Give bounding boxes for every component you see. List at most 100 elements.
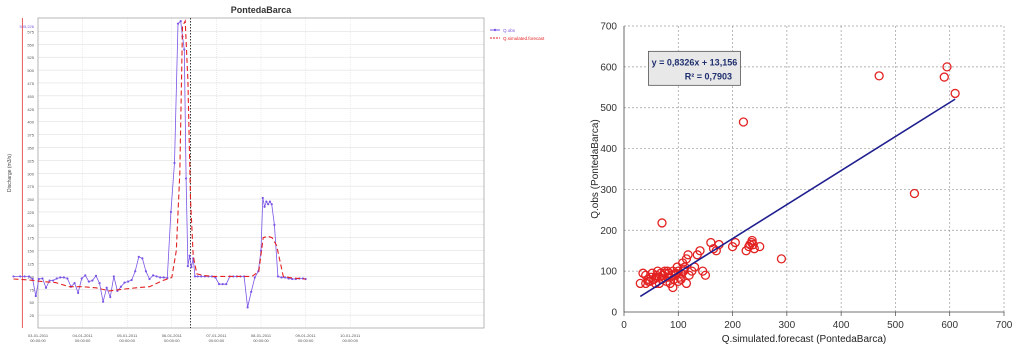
obs-point: [268, 200, 272, 203]
obs-point: [200, 275, 203, 278]
obs-point: [188, 254, 191, 257]
obs-point: [246, 306, 249, 309]
scatter-point: [651, 272, 662, 282]
obs-point: [267, 203, 270, 206]
x-tick-time: 00:00:00: [209, 338, 225, 343]
scatter-panel: 0 100 200 300 400 500 600 700 0 100 200 300 400 500 60…: [578, 0, 1026, 351]
obs-point: [91, 279, 94, 282]
obs-point: [141, 257, 144, 260]
x-tick-date: 09-01-2011: [296, 333, 317, 338]
obs-point: [77, 291, 80, 295]
obs-point: [44, 286, 48, 289]
obs-point: [221, 283, 224, 286]
y-tick-label: 500: [600, 103, 617, 114]
x-tick-label: 700: [996, 320, 1013, 331]
scatter-point: [641, 278, 651, 289]
x-tick-label: 400: [833, 320, 850, 331]
scatter-point: [942, 62, 952, 72]
scatter-point: [681, 278, 692, 289]
obs-point: [123, 281, 126, 284]
y-tick-label: 225: [27, 210, 34, 215]
x-tick-label: 200: [724, 320, 741, 331]
obs-point: [280, 276, 283, 279]
obs-point: [66, 277, 69, 280]
equation-box: [648, 50, 741, 86]
scatter-point: [657, 218, 667, 228]
y-tick-label: 475: [27, 81, 34, 86]
plot-frame: [37, 17, 485, 329]
hydrograph-chart: PontedaBarca 25 50 75 100 125 150 175 200 225 250 2…: [7, 5, 545, 343]
x-tick-time: 00:00:00: [342, 338, 358, 343]
x-tick-label: 0: [621, 320, 627, 331]
x-tick-time: 00:00:00: [253, 338, 269, 343]
x-tick-time: 00:00:00: [298, 338, 314, 343]
y-tick-label: 425: [27, 107, 34, 112]
scatter-point: [665, 272, 675, 282]
y-tick-label: 525: [27, 55, 34, 60]
scatter-point: [683, 250, 693, 260]
obs-point: [52, 279, 55, 282]
scatter-point: [939, 72, 949, 82]
y-tick-label: 0: [611, 308, 617, 319]
y-tick-label: 100: [27, 274, 34, 279]
y-tick-label: 500: [27, 68, 34, 73]
y-axis-label: Discharge (m3/s): [7, 154, 13, 192]
obs-point: [130, 278, 133, 282]
obs-point: [263, 205, 266, 208]
obs-point: [276, 275, 280, 278]
scatter-point: [673, 276, 683, 287]
legend-obs-marker: [493, 28, 497, 32]
x-tick-date: 04-01-2011: [73, 333, 94, 338]
x-tick-label: 100: [670, 320, 687, 331]
x-tick-date: 05-01-2011: [117, 333, 138, 338]
obs-point: [217, 283, 221, 286]
y-tick-label: 25: [30, 313, 35, 318]
y-tick-label: 150: [27, 249, 34, 254]
trend-equation: y = 0,8326x + 13,156: [652, 57, 738, 67]
y-tick-label: 300: [27, 171, 34, 176]
obs-point: [109, 295, 112, 299]
obs-point: [253, 276, 256, 279]
obs-point: [134, 270, 137, 273]
x-tick-date: 06-01-2011: [162, 333, 183, 338]
obs-point: [183, 48, 186, 51]
y-tick-label: 550: [27, 42, 34, 47]
obs-point: [73, 282, 76, 285]
y-tick-label: 75: [30, 287, 35, 292]
obs-point: [186, 265, 189, 268]
x-tick-date: 10-01-2011: [340, 333, 361, 338]
obs-point: [144, 270, 148, 273]
obs-point: [190, 266, 193, 269]
y-tick-label: 350: [27, 145, 34, 150]
y-axis-label: Q.obs (PontedaBarca): [590, 119, 601, 219]
y-tick-label: 125: [27, 262, 34, 267]
scatter-point: [730, 237, 740, 248]
scatter-point: [749, 244, 759, 254]
scatter-point: [755, 241, 765, 252]
obs-point: [55, 277, 58, 280]
obs-point: [37, 277, 40, 281]
obs-point: [102, 300, 105, 303]
x-tick-label: 600: [941, 320, 958, 331]
obs-point: [19, 275, 22, 278]
scatter-point: [747, 235, 757, 246]
obs-point: [23, 275, 26, 278]
series-forecast-line: [13, 19, 306, 292]
y-tick-label: 700: [600, 22, 617, 33]
obs-point: [105, 286, 108, 289]
obs-point: [196, 275, 199, 278]
trendline: [639, 98, 956, 298]
y-tick-label: 325: [27, 158, 34, 163]
obs-point: [84, 274, 87, 277]
scatter-chart: 0 100 200 300 400 500 600 700 0 100 200 300 400 500 60…: [590, 22, 1013, 346]
trend-r2: R² = 0,7903: [685, 71, 732, 81]
obs-point: [173, 161, 176, 165]
scatter-point: [668, 282, 678, 293]
y-tick-label: 400: [27, 120, 34, 125]
obs-point: [80, 277, 83, 280]
obs-point: [273, 223, 276, 226]
y-tick-label: 450: [27, 94, 34, 99]
obs-point: [59, 276, 62, 279]
y-max-label: 595,226: [20, 24, 35, 29]
x-tick-label: 500: [887, 320, 904, 331]
